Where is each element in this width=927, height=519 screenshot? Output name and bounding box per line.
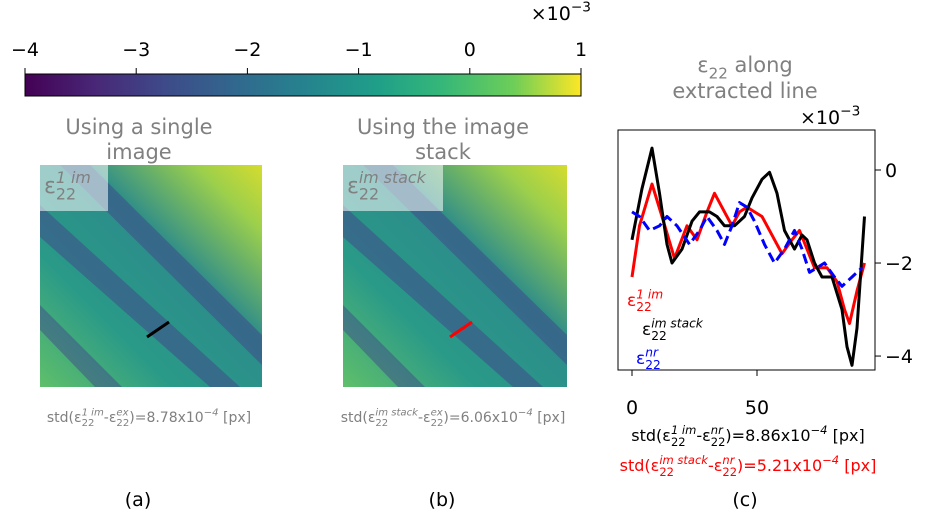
- text-segment: -ε: [418, 410, 431, 426]
- text-segment: 22: [659, 465, 674, 479]
- text-segment: ex: [431, 408, 444, 419]
- text-segment: im stack: [659, 453, 709, 467]
- legend-entry: ε1 im 22: [627, 287, 663, 314]
- text-segment: 22: [709, 64, 728, 82]
- text-segment: extracted line: [672, 79, 817, 103]
- colorbar: [24, 73, 582, 97]
- caption: std(ε1 im 22 -εnr 22)=8.86x10−4 [px]: [631, 423, 864, 449]
- panel-title: image: [106, 140, 171, 164]
- text-segment: -ε: [104, 410, 117, 426]
- tick-label: −2: [233, 39, 261, 61]
- x-tick-label: 50: [745, 397, 769, 419]
- text-segment: [px]: [828, 426, 865, 445]
- tick-label: 1: [575, 39, 587, 61]
- text-segment: 22: [671, 435, 686, 449]
- plot-frame: [617, 129, 876, 371]
- text-segment: std(ε: [47, 410, 82, 426]
- text-segment: −4: [811, 423, 828, 437]
- tick-label: 0: [464, 39, 476, 61]
- text-segment: std(ε: [631, 426, 671, 445]
- series-line: [630, 146, 866, 367]
- text-segment: 22: [711, 435, 726, 449]
- text-segment: )=8.86x10: [725, 426, 810, 445]
- offset-text: ×10−3: [800, 103, 860, 129]
- text-segment: )=5.21x10: [737, 456, 822, 475]
- text-segment: 22: [359, 185, 379, 204]
- text-segment: )=8.78x10: [129, 410, 203, 426]
- text-segment: ε: [44, 174, 56, 199]
- text-segment: 22: [116, 418, 129, 429]
- text-segment: ε: [642, 320, 651, 340]
- y-tick-label: −4: [885, 346, 913, 368]
- offset-text: ×10−3: [531, 0, 591, 25]
- text-segment: 1 im: [636, 287, 663, 301]
- text-segment: nr: [711, 423, 724, 437]
- text-segment: ε: [347, 174, 359, 199]
- text-segment: ×10: [531, 3, 571, 25]
- text-segment: −3: [840, 103, 860, 119]
- y-tick-label: −2: [885, 253, 913, 275]
- image-label: εim stack 22: [347, 168, 427, 204]
- text-segment: im stack: [359, 168, 427, 187]
- text-segment: )=6.06x10: [443, 410, 517, 426]
- text-segment: std(ε: [620, 456, 660, 475]
- text-segment: im stack: [375, 408, 419, 419]
- image-label: ε1 im 22: [44, 168, 91, 204]
- chart-title: extracted line: [672, 79, 817, 103]
- panel-title: stack: [415, 140, 472, 164]
- text-segment: 22: [636, 300, 652, 314]
- text-segment: [px]: [219, 410, 252, 426]
- text-segment: 22: [375, 418, 388, 429]
- tick-label: −1: [345, 39, 373, 61]
- text-segment: ε: [636, 349, 645, 369]
- panel-label: (b): [429, 489, 456, 511]
- text-segment: 1 im: [671, 423, 696, 437]
- text-segment: 22: [645, 358, 661, 372]
- legend-entry: εnr 22: [636, 345, 661, 372]
- text-segment: nr: [722, 453, 735, 467]
- strain-image-b: [343, 165, 567, 387]
- text-segment: ×10: [800, 107, 840, 129]
- x-tick-label: 0: [626, 397, 638, 419]
- text-segment: −4: [204, 408, 219, 419]
- extracted-line: [146, 320, 170, 339]
- text-segment: ε: [627, 291, 636, 311]
- text-segment: [px]: [839, 456, 876, 475]
- text-segment: nr: [645, 345, 659, 359]
- panel-title: Using the image: [357, 115, 529, 139]
- extracted-line: [449, 320, 473, 339]
- chart-title: ε22 along: [697, 53, 792, 82]
- text-segment: −4: [518, 408, 533, 419]
- text-segment: 22: [651, 329, 667, 343]
- text-segment: along: [728, 53, 793, 77]
- text-segment: ε: [697, 53, 708, 77]
- text-segment: −3: [571, 0, 591, 15]
- caption: std(ε1 im 22 -εex 22)=8.78x10−4 [px]: [47, 408, 251, 430]
- tick-label: −4: [11, 39, 39, 61]
- panel-label: (a): [125, 489, 151, 511]
- caption: std(εim stack 22 -εnr 22)=5.21x10−4 [px]: [620, 453, 877, 479]
- panel-title: Using a single: [65, 115, 212, 139]
- legend-entry: εim stack 22: [642, 316, 704, 343]
- text-segment: −4: [822, 453, 839, 467]
- text-segment: im stack: [651, 316, 704, 330]
- text-segment: std(ε: [341, 410, 376, 426]
- panel-label: (c): [732, 489, 757, 511]
- strain-image-a: [40, 165, 262, 387]
- text-segment: [px]: [533, 410, 566, 426]
- text-segment: 1 im: [82, 408, 104, 419]
- text-segment: 22: [431, 418, 444, 429]
- text-segment: -ε: [696, 426, 710, 445]
- tick-label: −3: [122, 39, 150, 61]
- text-segment: 22: [722, 465, 737, 479]
- text-segment: 1 im: [56, 168, 91, 187]
- caption: std(εim stack 22 -εex 22)=6.06x10−4 [px]: [341, 408, 566, 430]
- text-segment: 22: [82, 418, 95, 429]
- text-segment: -ε: [708, 456, 722, 475]
- series-line: [631, 201, 864, 288]
- y-tick-label: 0: [885, 160, 897, 182]
- text-segment: 22: [56, 185, 76, 204]
- text-segment: ex: [116, 408, 129, 419]
